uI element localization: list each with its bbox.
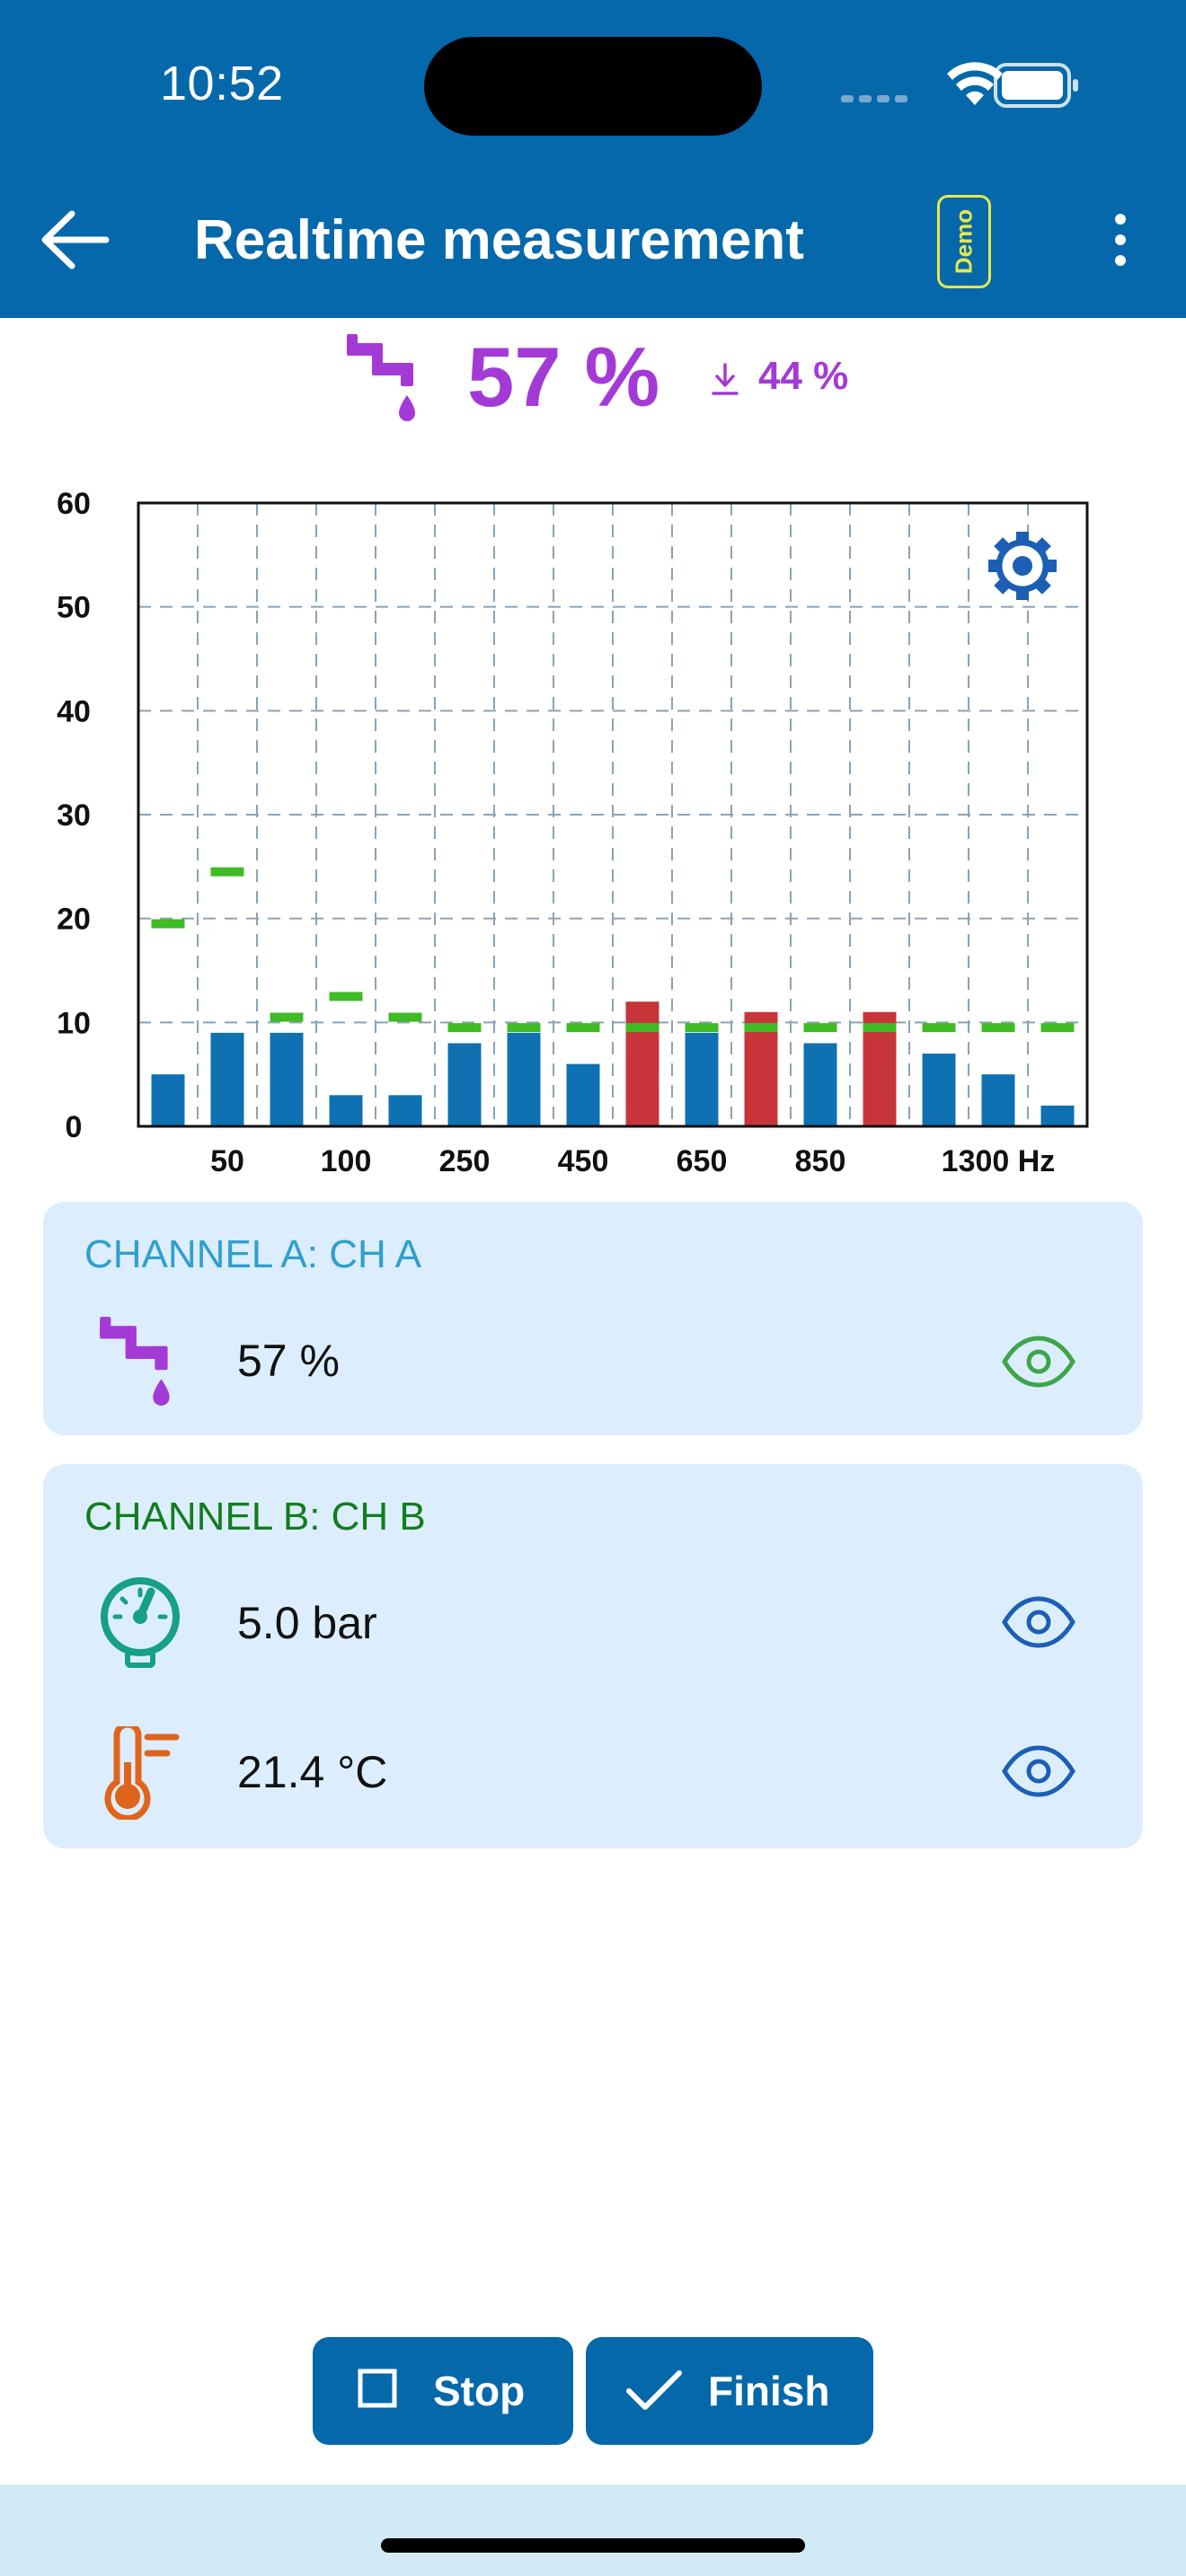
bottom-bar (0, 2484, 1186, 2576)
channel-b-pressure-value: 5.0 bar (237, 1598, 377, 1648)
visibility-eye-icon[interactable] (1001, 1335, 1076, 1389)
chart-bar (151, 1074, 185, 1126)
stop-button[interactable]: Stop (313, 2337, 573, 2445)
channel-b-temperature-value: 21.4 °C (237, 1747, 388, 1797)
channel-a-title: CHANNEL A: CH A (84, 1232, 421, 1276)
leak-faucet-icon (347, 334, 415, 421)
chart-bar-exceeded (625, 1001, 659, 1126)
chart-threshold-marker (981, 1023, 1015, 1033)
chart-bar (803, 1043, 837, 1126)
chart-bar (981, 1074, 1015, 1126)
chart-threshold-marker (447, 1023, 482, 1033)
chart-threshold-marker (685, 1023, 719, 1033)
chart-bar (566, 1063, 600, 1126)
dynamic-island (424, 37, 762, 136)
leak-faucet-icon (100, 1317, 170, 1406)
more-vert-icon-dot (1115, 255, 1126, 266)
chart-threshold-marker (270, 1012, 304, 1022)
channel-a-card: CHANNEL A: CH A 57 % (43, 1202, 1143, 1435)
chart-bar (447, 1043, 482, 1126)
thermometer-icon (104, 1726, 180, 1820)
channel-b-card: CHANNEL B: CH B 5.0 bar 21.4 °C (43, 1464, 1143, 1848)
chart-bar (685, 1032, 719, 1126)
more-vert-icon-dot (1115, 234, 1126, 245)
chart-y-tick-label: 40 (57, 694, 91, 728)
chart-threshold-marker (1040, 1023, 1075, 1033)
chart-y-tick-label: 60 (57, 487, 91, 521)
visibility-eye-icon[interactable] (1001, 1744, 1076, 1798)
top-app-bar: 10:52 Realtime measurement Demo (0, 0, 1186, 318)
chart-y-tick-label: 20 (57, 903, 91, 937)
chart-threshold-marker (329, 992, 363, 1001)
finish-button[interactable]: Finish (586, 2337, 873, 2445)
stop-square-icon (358, 2369, 397, 2408)
chart-threshold-marker (744, 1023, 778, 1033)
status-icons (841, 62, 1078, 108)
chart-bar (210, 1032, 244, 1126)
chart-x-tick-label: 1300 Hz (942, 1144, 1056, 1178)
back-arrow-icon[interactable] (34, 199, 115, 280)
chart-threshold-marker (625, 1023, 659, 1033)
chart-y-tick-label: 50 (57, 591, 91, 625)
leak-value: 57 % (467, 330, 660, 424)
leak-minimum-value: 44 % (758, 354, 849, 398)
chart-threshold-marker (507, 1023, 541, 1033)
chart-threshold-marker (151, 919, 185, 929)
chart-x-tick-label: 50 (210, 1144, 244, 1178)
chart-y-tick-label: 10 (57, 1006, 91, 1040)
demo-badge: Demo (937, 195, 991, 288)
chart-bar (922, 1054, 956, 1126)
chart-settings-gear-icon[interactable] (988, 532, 1057, 600)
frequency-bar-chart: 0 10 20 30 40 50 60 50 100 250 450 650 850 1300 Hz (57, 487, 1089, 1178)
pressure-gauge-icon (101, 1577, 180, 1668)
minimum-arrow-icon (712, 363, 739, 395)
home-indicator (381, 2538, 805, 2553)
chart-x-tick-label: 450 (558, 1144, 609, 1178)
chart-y-tick-label: 0 (66, 1110, 83, 1144)
battery-icon (994, 63, 1078, 108)
chart-bar (1040, 1105, 1075, 1126)
chart-threshold-marker (210, 867, 244, 877)
page-title: Realtime measurement (194, 209, 804, 271)
wifi-icon (947, 62, 1003, 105)
chart-x-tick-label: 100 (321, 1144, 372, 1178)
demo-badge-label: Demo (950, 208, 978, 275)
chart-threshold-marker (388, 1012, 422, 1022)
chart-frame (137, 501, 1089, 1128)
chart-y-tick-label: 30 (57, 798, 91, 833)
more-vert-icon (1115, 214, 1126, 225)
chart-x-tick-label: 850 (795, 1144, 846, 1178)
chart-threshold-marker (566, 1023, 600, 1033)
chart-threshold-marker (922, 1023, 956, 1033)
chart-bar (329, 1095, 363, 1126)
finish-button-label: Finish (708, 2368, 830, 2414)
channel-b-title: CHANNEL B: CH B (84, 1495, 426, 1539)
channel-a-leak-value: 57 % (237, 1336, 340, 1386)
chart-threshold-marker (863, 1023, 897, 1033)
chart-x-tick-label: 250 (439, 1144, 491, 1178)
visibility-eye-icon[interactable] (1001, 1595, 1076, 1649)
check-icon (626, 2370, 682, 2410)
cellular-signal-icon (841, 95, 907, 102)
status-time: 10:52 (160, 57, 284, 110)
chart-bar (388, 1095, 422, 1126)
chart-bar (270, 1032, 304, 1126)
more-options-button[interactable] (1098, 208, 1143, 271)
chart-bar (507, 1032, 541, 1126)
chart-threshold-marker (803, 1023, 837, 1033)
stop-button-label: Stop (433, 2368, 526, 2414)
chart-x-tick-label: 650 (677, 1144, 728, 1178)
